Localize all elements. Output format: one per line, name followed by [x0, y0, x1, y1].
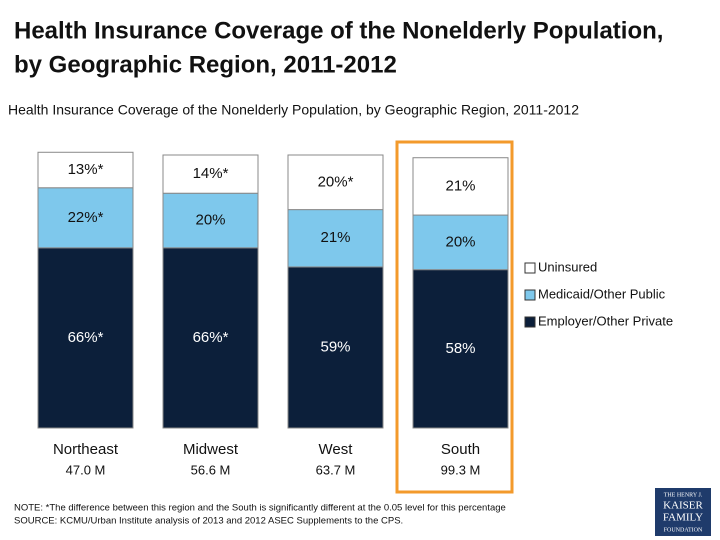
value-label: 13%* — [68, 161, 104, 178]
logo-text: THE HENRY J. — [664, 492, 703, 498]
chart-subtitle: Health Insurance Coverage of the Nonelde… — [8, 102, 579, 118]
highlight-box — [395, 140, 514, 494]
x-tick-label: Northeast — [53, 441, 119, 458]
logo-text: FAMILY — [663, 512, 703, 524]
bar-segment — [287, 266, 384, 429]
bar-segment — [37, 151, 134, 189]
bar-segment — [162, 247, 259, 429]
chart-title: Health Insurance Coverage of the Nonelde… — [14, 17, 663, 44]
legend-swatch — [524, 262, 536, 274]
bar-segment — [412, 214, 509, 271]
x-sublabel: 56.6 M — [191, 462, 231, 477]
value-label: 66%* — [193, 329, 229, 346]
legend-label: Employer/Other Private — [538, 313, 673, 328]
legend-label: Uninsured — [538, 259, 597, 274]
legend-swatch — [524, 289, 536, 301]
x-sublabel: 99.3 M — [441, 462, 481, 477]
x-tick-label: West — [319, 441, 354, 458]
value-label: 22%* — [68, 209, 104, 226]
bar-segment — [162, 192, 259, 249]
bar-segment — [412, 269, 509, 429]
chart-title: by Geographic Region, 2011-2012 — [14, 51, 397, 78]
value-label: 66%* — [68, 329, 104, 346]
bar-segment — [412, 157, 509, 216]
bar-segment — [37, 247, 134, 429]
logo-text: FOUNDATION — [664, 527, 703, 533]
legend-label: Medicaid/Other Public — [538, 286, 666, 301]
note: NOTE: *The difference between this regio… — [14, 503, 506, 514]
value-label: 58% — [445, 340, 475, 357]
bar-segment — [287, 154, 384, 211]
bar-segment — [287, 209, 384, 268]
x-tick-label: Midwest — [183, 441, 239, 458]
value-label: 20% — [195, 211, 225, 228]
value-label: 21% — [320, 229, 350, 246]
x-tick-label: South — [441, 441, 480, 458]
note: SOURCE: KCMU/Urban Institute analysis of… — [14, 516, 403, 527]
bar-segment — [162, 154, 259, 194]
value-label: 59% — [320, 338, 350, 355]
logo-box — [655, 488, 711, 536]
legend-swatch — [524, 316, 536, 328]
value-label: 21% — [445, 177, 475, 194]
value-label: 20% — [445, 233, 475, 250]
logo-text: KAISER — [663, 500, 703, 512]
x-sublabel: 47.0 M — [66, 462, 106, 477]
x-sublabel: 63.7 M — [316, 462, 356, 477]
value-label: 14%* — [193, 165, 229, 182]
value-label: 20%* — [318, 173, 354, 190]
